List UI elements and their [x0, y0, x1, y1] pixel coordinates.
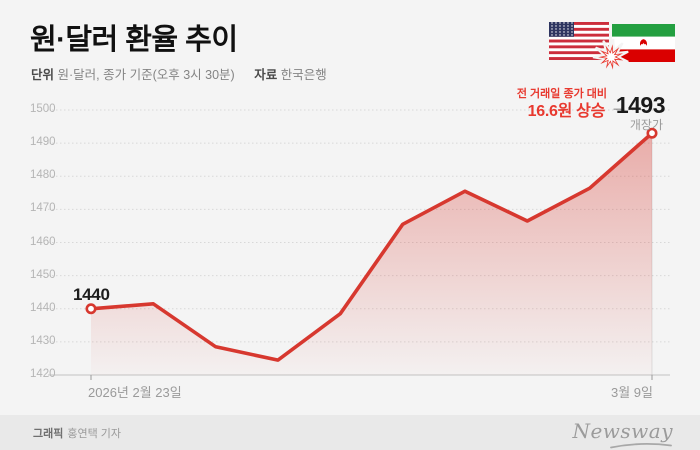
callout-change-value: 16.6원 상승 — [527, 103, 606, 120]
callout-arrow-icon: → — [610, 96, 628, 116]
start-value-label: 1440 — [73, 285, 110, 304]
end-value-label: 1493 — [615, 92, 666, 118]
unit-label: 단위 — [31, 68, 55, 82]
y-axis-tick-label: 1460 — [30, 235, 56, 248]
credit-value: 홍연택 기자 — [67, 428, 122, 440]
newsway-logo-swoosh — [610, 443, 672, 449]
x-axis-ticks — [90, 375, 653, 380]
source-label: 자료 — [254, 68, 278, 82]
graphic-credit: 그래픽 홍연택 기자 — [33, 425, 121, 441]
end-value-sublabel: 개장가 — [629, 118, 663, 132]
page-title: 원·달러 환율 추이 — [30, 24, 238, 56]
gridlines — [48, 109, 670, 376]
y-axis-tick-label: 1430 — [30, 334, 56, 347]
footer-band: 그래픽 홍연택 기자 Newsway — [0, 415, 700, 450]
endpoint-markers — [85, 127, 658, 315]
explosion-icon — [592, 38, 629, 76]
y-axis-tick-label: 1480 — [30, 169, 56, 182]
us-iran-flags-illustration — [549, 22, 675, 76]
y-axis-tick-label: 1470 — [30, 202, 56, 215]
y-axis-tick-label: 1420 — [30, 368, 56, 380]
x-axis-last-label: 3월 9일 — [611, 385, 653, 400]
unit-value: 원·달러, 종가 기준(오후 3시 30분) — [57, 68, 235, 82]
credit-label: 그래픽 — [33, 428, 64, 440]
callout-caption: 전 거래일 종가 대비 — [516, 88, 607, 100]
area-fill — [91, 133, 652, 375]
y-axis-tick-label: 1500 — [30, 103, 56, 115]
x-axis-first-label: 2026년 2월 23일 — [88, 385, 182, 400]
source-value: 한국은행 — [280, 68, 327, 82]
chart-subtitle: 단위 원·달러, 종가 기준(오후 3시 30분) 자료 한국은행 — [31, 64, 327, 83]
rate-line — [89, 131, 654, 362]
iran-emblem-icon — [639, 39, 648, 46]
y-axis-tick-label: 1490 — [30, 136, 56, 149]
y-axis-tick-label: 1450 — [30, 268, 56, 281]
y-axis-tick-label: 1440 — [30, 301, 56, 314]
us-flag-icon — [549, 22, 609, 60]
newsway-logo: Newsway — [572, 419, 673, 443]
